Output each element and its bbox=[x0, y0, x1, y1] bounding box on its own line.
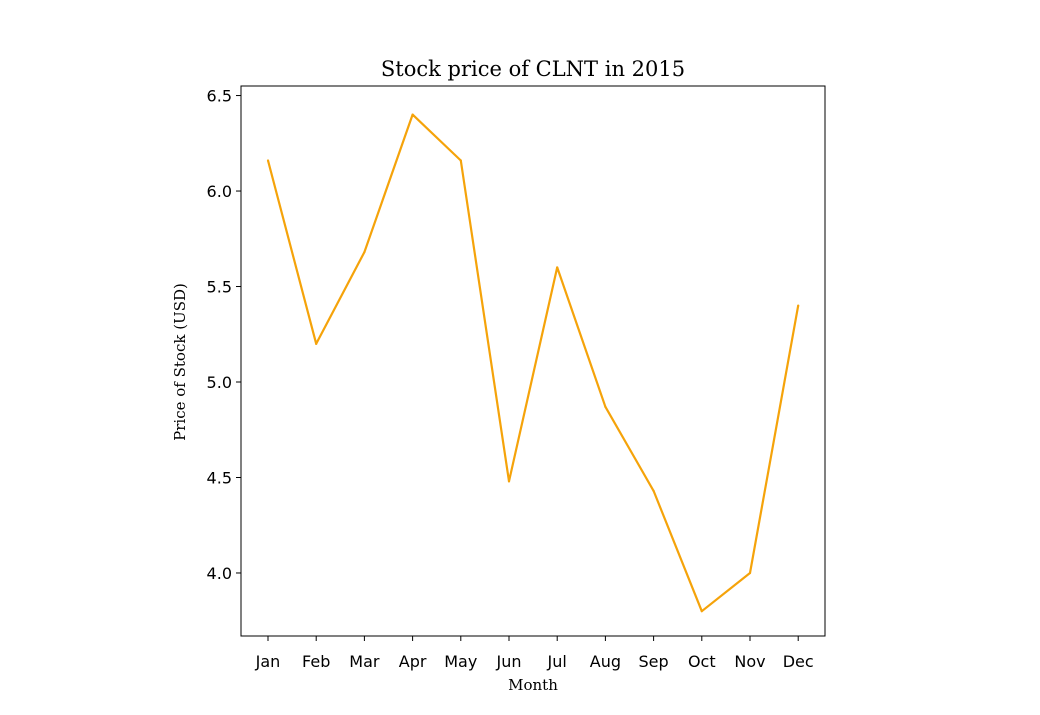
x-tick-label: Mar bbox=[349, 652, 380, 671]
plot-area bbox=[240, 85, 826, 637]
x-tick-label: Oct bbox=[688, 652, 716, 671]
x-axis: Jan Feb Mar Apr May Jun Jul Aug Sep Oct Nov Dec bbox=[255, 636, 814, 671]
data-point-feb bbox=[315, 342, 318, 345]
y-axis: 4.0 4.5 5.0 5.5 6.0 6.5 bbox=[207, 87, 241, 583]
data-point-mar bbox=[363, 251, 366, 254]
data-point-nov bbox=[748, 571, 752, 575]
y-tick-label: 6.0 bbox=[207, 182, 232, 201]
x-tick-label: Sep bbox=[639, 652, 669, 671]
y-tick-label: 4.0 bbox=[207, 564, 232, 583]
x-tick-label: Feb bbox=[302, 652, 330, 671]
x-tick-label: Dec bbox=[783, 652, 814, 671]
data-point-dec bbox=[797, 304, 800, 307]
y-tick-label: 5.5 bbox=[207, 278, 232, 297]
y-tick-label: 6.5 bbox=[207, 87, 232, 106]
x-tick-label: Jun bbox=[496, 652, 522, 671]
x-tick-label: May bbox=[444, 652, 477, 671]
x-axis-label: Month bbox=[508, 676, 558, 694]
data-point-aug bbox=[604, 405, 607, 408]
y-tick-label: 4.5 bbox=[207, 468, 232, 487]
x-tick-label: Jan bbox=[255, 652, 281, 671]
data-point-sep bbox=[652, 489, 655, 492]
chart-title: Stock price of CLNT in 2015 bbox=[381, 57, 685, 81]
data-point-jan bbox=[266, 159, 270, 162]
y-tick-label: 5.0 bbox=[207, 373, 232, 392]
x-tick-label: Jul bbox=[547, 652, 567, 671]
x-tick-label: Apr bbox=[399, 652, 427, 671]
x-tick-label: Nov bbox=[734, 652, 765, 671]
x-tick-label: Aug bbox=[590, 652, 621, 671]
data-point-oct bbox=[700, 610, 703, 613]
data-point-jul bbox=[556, 266, 559, 269]
price-series-line bbox=[266, 113, 800, 613]
y-axis-label: Price of Stock (USD) bbox=[171, 283, 189, 441]
data-point-apr bbox=[411, 113, 414, 116]
data-point-may bbox=[459, 159, 462, 162]
data-points bbox=[266, 113, 800, 613]
data-point-jun bbox=[507, 480, 511, 483]
